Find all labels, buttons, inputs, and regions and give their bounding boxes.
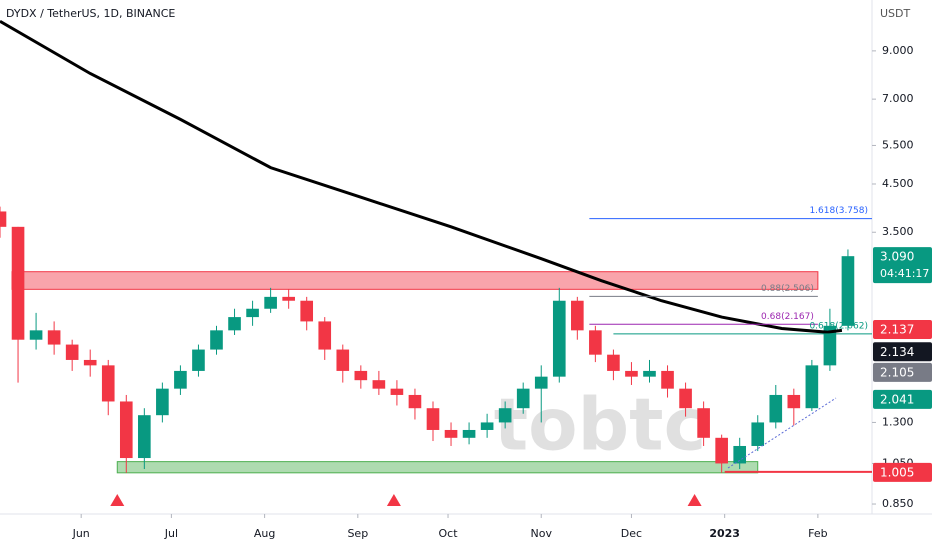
candle-body (733, 445, 747, 464)
candle-body (751, 422, 765, 446)
x-tick-label: Jun (72, 527, 90, 540)
candle-body (661, 370, 674, 389)
y-tick-label: 3.500 (882, 225, 914, 238)
candle-body (697, 408, 710, 438)
countdown: 04:41:17 (880, 267, 929, 280)
price-label-bg (873, 319, 932, 339)
candle-body (552, 300, 566, 377)
candle-body (462, 429, 476, 438)
candle-body (390, 388, 404, 395)
candle-body (228, 317, 241, 331)
candle-body (516, 388, 530, 409)
candle-body (156, 388, 169, 416)
candle-body (715, 437, 728, 464)
x-tick-label: Sep (347, 527, 368, 540)
candle-body (174, 370, 187, 389)
y-tick-label: 5.500 (882, 138, 914, 151)
zone (11, 271, 819, 290)
candle-body (408, 394, 422, 409)
candle-body (282, 296, 295, 301)
candle-body (372, 380, 386, 389)
candle-body (119, 401, 133, 459)
candle-body (300, 300, 314, 322)
price-label: 3.090 (880, 250, 914, 264)
y-tick-label: 1.300 (882, 415, 914, 428)
y-tick-label: 4.500 (882, 177, 914, 190)
price-label-bg (873, 462, 932, 482)
candle-body (444, 429, 458, 438)
y-tick-label: 7.000 (882, 92, 914, 105)
candle-body (589, 330, 602, 355)
candle-body (192, 349, 205, 371)
price-label-bg (873, 362, 932, 382)
x-tick-label: Dec (621, 527, 642, 540)
price-label: 2.041 (880, 392, 914, 406)
candle-body (534, 376, 548, 389)
currency: USDT (880, 7, 911, 20)
price-label-bg (873, 389, 932, 409)
level-label: 0.68(2.167) (761, 312, 814, 322)
candle-body (101, 365, 115, 402)
candle-body (571, 300, 584, 331)
candle-body (769, 394, 783, 423)
moving-average (0, 19, 843, 334)
trend-line (727, 397, 837, 469)
price-label: 2.105 (880, 365, 914, 379)
candle-body (480, 422, 494, 430)
candle-body (607, 354, 620, 371)
level-label: 0.618(2.062) (809, 321, 868, 331)
candle-body (787, 394, 801, 409)
level-label: 0.88(2.506) (761, 284, 814, 294)
candle-body (841, 256, 855, 326)
x-tick-label: Oct (439, 527, 459, 540)
candle-body (679, 388, 692, 409)
x-tick-label: Nov (531, 527, 553, 540)
candle-body (138, 415, 151, 459)
signal-marker (110, 494, 125, 506)
y-tick-label: 0.850 (882, 497, 914, 510)
x-tick-label: Feb (808, 527, 827, 540)
candle-body (318, 321, 332, 350)
candle-body (29, 330, 43, 340)
candle-body (83, 359, 97, 366)
candle-body (11, 226, 25, 340)
candle-body (47, 330, 61, 345)
chart-title: DYDX / TetherUS, 1D, BINANCE (6, 7, 175, 20)
x-tick-label: Aug (254, 527, 275, 540)
price-label-bg (873, 342, 932, 362)
candle-body (210, 330, 223, 350)
price-label: 1.005 (880, 465, 914, 479)
x-tick-label: 2023 (709, 527, 740, 540)
zone (116, 461, 759, 474)
price-label: 2.137 (880, 322, 914, 336)
price-label: 2.134 (880, 345, 914, 359)
candle-body (498, 408, 512, 423)
candle-body (426, 408, 440, 430)
price-label-bg (873, 247, 932, 284)
candle-body (643, 370, 656, 377)
level-label: 1.618(3.758) (809, 206, 868, 216)
candle-body (264, 296, 277, 309)
candle-body (823, 325, 837, 366)
candle-body (0, 211, 7, 227)
signal-marker (687, 494, 702, 506)
y-tick-label: 9.000 (882, 44, 914, 57)
candle-body (336, 349, 350, 371)
candle-body (354, 370, 368, 381)
candle-body (65, 344, 79, 360)
candle-body (246, 308, 259, 318)
candle-body (625, 370, 638, 377)
candle-body (805, 365, 819, 409)
x-tick-label: Jul (164, 527, 178, 540)
signal-marker (386, 494, 401, 506)
